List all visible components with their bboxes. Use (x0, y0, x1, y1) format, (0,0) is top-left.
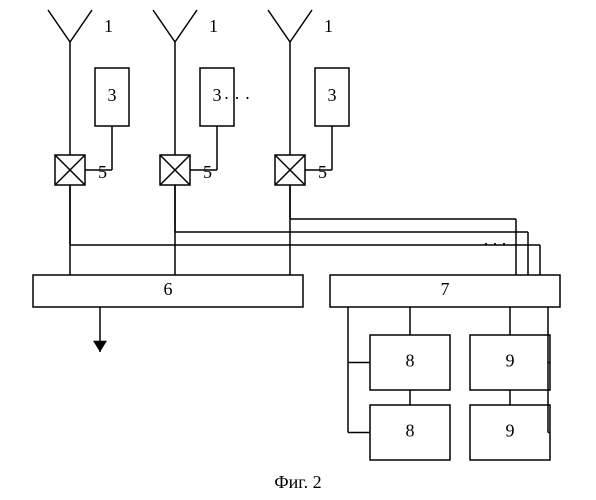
oscillator-label: 3 (213, 85, 222, 105)
figure-caption: Фиг. 2 (274, 472, 321, 492)
oscillator-label: 3 (328, 85, 337, 105)
block-8-label: 8 (406, 351, 415, 371)
mixer-label: 5 (318, 162, 327, 182)
antenna-branch (48, 10, 70, 42)
block-6-label: 6 (164, 279, 173, 299)
mixer-label: 5 (203, 162, 212, 182)
ellipsis-bus: . . . (484, 229, 507, 249)
block-8-label: 8 (406, 421, 415, 441)
antenna-label: 1 (209, 16, 218, 36)
antenna-label: 1 (104, 16, 113, 36)
antenna-branch (175, 10, 197, 42)
oscillator-label: 3 (108, 85, 117, 105)
ellipsis: · · · (224, 88, 251, 108)
antenna-branch (153, 10, 175, 42)
arrow-head (93, 341, 107, 352)
block-7-label: 7 (441, 279, 450, 299)
antenna-label: 1 (324, 16, 333, 36)
block-9-label: 9 (506, 421, 515, 441)
block-9-label: 9 (506, 351, 515, 371)
antenna-branch (290, 10, 312, 42)
antenna-branch (70, 10, 92, 42)
mixer-label: 5 (98, 162, 107, 182)
antenna-branch (268, 10, 290, 42)
